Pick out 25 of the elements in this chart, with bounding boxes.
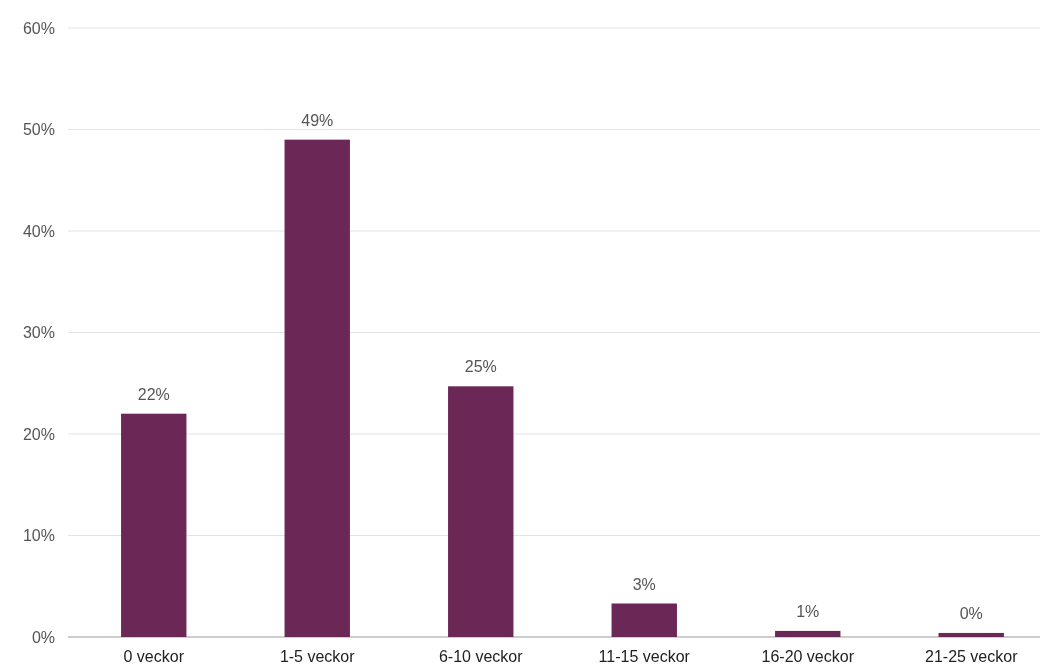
x-tick-label: 21-25 veckor bbox=[925, 648, 1019, 665]
x-tick-label: 16-20 veckor bbox=[761, 648, 855, 665]
data-label: 1% bbox=[796, 602, 820, 620]
y-tick-label: 0% bbox=[31, 628, 55, 646]
x-tick-label: 11-15 veckor bbox=[598, 648, 691, 665]
bar bbox=[448, 386, 514, 637]
x-tick-label: 6-10 veckor bbox=[438, 648, 524, 665]
bar bbox=[775, 630, 841, 637]
data-label: 3% bbox=[632, 575, 656, 593]
y-tick-label: 10% bbox=[22, 527, 55, 545]
y-tick-label: 40% bbox=[22, 222, 55, 240]
data-label: 0% bbox=[959, 604, 983, 622]
y-tick-label: 20% bbox=[22, 425, 55, 443]
data-label: 25% bbox=[464, 358, 497, 376]
x-tick-label: 1-5 veckor bbox=[279, 648, 356, 665]
bar bbox=[611, 603, 677, 637]
y-tick-label: 50% bbox=[22, 121, 55, 139]
bar bbox=[121, 413, 187, 637]
y-tick-label: 30% bbox=[22, 324, 55, 342]
y-tick-label: 60% bbox=[22, 19, 55, 37]
data-label: 22% bbox=[137, 385, 170, 403]
bar bbox=[284, 139, 350, 637]
data-label: 49% bbox=[301, 111, 334, 129]
bar bbox=[938, 632, 1004, 637]
x-tick-label: 0 veckor bbox=[123, 648, 185, 665]
